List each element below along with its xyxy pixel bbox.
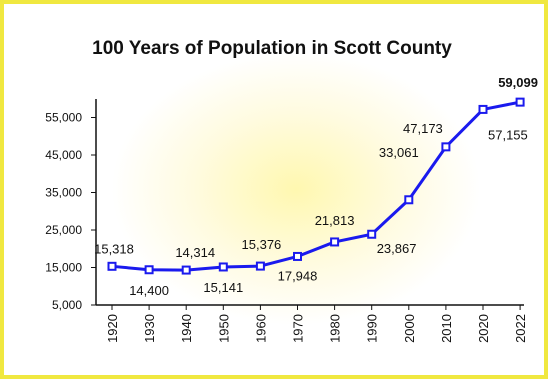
data-label: 15,318 (94, 241, 134, 256)
data-markers (107, 97, 525, 275)
data-point (218, 262, 228, 272)
data-label: 47,173 (403, 121, 443, 136)
y-tick-label: 15,000 (45, 261, 82, 275)
data-point (255, 261, 265, 271)
data-label: 17,948 (278, 268, 318, 283)
x-tick-label: 1920 (105, 314, 120, 343)
data-point (107, 261, 117, 271)
x-tick-label: 2022 (513, 314, 528, 343)
data-point (478, 104, 488, 114)
x-tick-label: 2000 (402, 314, 417, 343)
chart-title: 100 Years of Population in Scott County (92, 38, 452, 59)
x-tick-label: 1980 (328, 314, 343, 343)
data-point (293, 251, 302, 261)
y-tick-label: 25,000 (45, 223, 82, 237)
x-tick-label: 1940 (179, 314, 194, 343)
y-tick-label: 5,000 (52, 298, 82, 312)
x-tick-label: 1950 (216, 314, 231, 343)
data-label: 21,813 (315, 213, 355, 228)
x-tick-label: 1990 (365, 314, 380, 343)
x-tick-label: 1930 (142, 314, 157, 343)
series-line (111, 100, 521, 272)
data-label: 59,099 (498, 75, 538, 90)
data-point (515, 97, 525, 107)
data-point (330, 237, 340, 247)
data-point (441, 142, 451, 152)
data-point (367, 229, 377, 239)
data-label: 33,061 (379, 145, 419, 160)
y-tick-label: 55,000 (45, 111, 82, 125)
data-label: 23,867 (377, 241, 417, 256)
x-tick-label: 2010 (439, 314, 454, 343)
line-chart: 100 Years of Population in Scott County … (45, 38, 538, 343)
data-label: 15,376 (242, 237, 282, 252)
x-axis-ticks: 1920 1930 1940 1950 1960 1970 1980 1990 2000 2010… (105, 305, 528, 343)
y-tick-label: 45,000 (45, 148, 82, 162)
y-axis-ticks: 5,000 15,000 25,000 35,000 45,000 55,000 (45, 111, 96, 312)
data-point (404, 195, 414, 205)
x-tick-label: 1960 (253, 314, 268, 343)
y-tick-label: 35,000 (45, 186, 82, 200)
data-label: 14,314 (175, 245, 215, 260)
x-tick-label: 1970 (291, 314, 306, 343)
data-label: 14,400 (129, 283, 169, 298)
data-point (144, 265, 154, 275)
data-point (181, 265, 191, 275)
data-label: 57,155 (488, 127, 528, 142)
data-labels: 15,318 14,400 14,314 15,141 15,376 17,948 21,8… (94, 75, 538, 298)
data-label: 15,141 (203, 280, 243, 295)
x-tick-label: 2020 (476, 314, 491, 343)
